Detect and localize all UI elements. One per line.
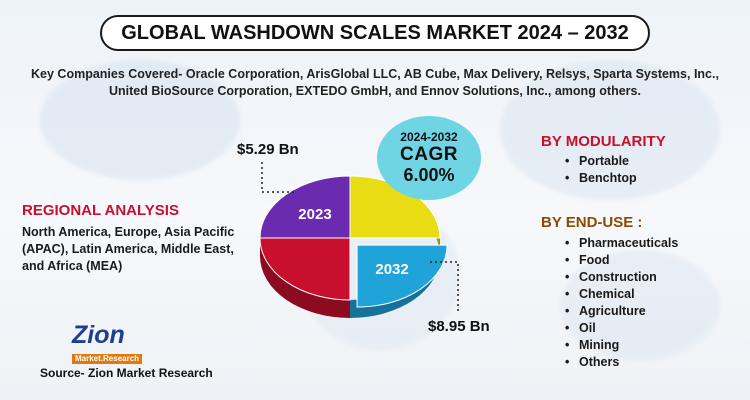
pie-slice-2032 xyxy=(356,244,448,308)
logo-name: Zion xyxy=(72,321,125,349)
cagr-value: 6.00% xyxy=(403,165,455,185)
logo-subtitle: Market.Research xyxy=(72,354,143,364)
list-item: Pharmaceuticals xyxy=(562,235,678,252)
list-item: Mining xyxy=(562,337,678,354)
list-item: Portable xyxy=(562,153,637,170)
regional-analysis-text: North America, Europe, Asia Pacific (APA… xyxy=(22,225,235,273)
end-use-title: BY END-USE : xyxy=(541,214,643,231)
modularity-title: BY MODULARITY xyxy=(541,133,666,150)
world-map-background xyxy=(40,60,240,180)
slice-label-2032: 2032 xyxy=(375,261,408,278)
list-item: Agriculture xyxy=(562,303,678,320)
cagr-label: CAGR xyxy=(400,144,458,165)
leader-line-2032 xyxy=(430,261,459,312)
list-item: Construction xyxy=(562,269,678,286)
value-label-2032: $8.95 Bn xyxy=(428,318,490,335)
list-item: Oil xyxy=(562,320,678,337)
list-item: Food xyxy=(562,252,678,269)
slice-label-2023: 2023 xyxy=(298,206,331,223)
cagr-bubble: 2024-2032 CAGR 6.00% xyxy=(377,116,481,200)
leader-lines xyxy=(261,162,459,312)
list-item: Others xyxy=(562,354,678,371)
cagr-period: 2024-2032 xyxy=(400,130,458,144)
pie-slice-2023 xyxy=(259,175,351,239)
list-item: Chemical xyxy=(562,286,678,303)
key-companies-text: Key Companies Covered- Oracle Corporatio… xyxy=(31,67,719,98)
list-item: Benchtop xyxy=(562,170,637,187)
page-title: GLOBAL WASHDOWN SCALES MARKET 2024 – 203… xyxy=(100,15,650,51)
leader-line-2023 xyxy=(261,162,295,193)
modularity-list: Portable Benchtop xyxy=(562,153,637,187)
value-label-2023: $5.29 Bn xyxy=(237,141,299,158)
zion-logo: Zion Market.Research xyxy=(72,321,162,364)
source-text: Source- Zion Market Research xyxy=(40,366,213,380)
pie-slice xyxy=(259,237,351,301)
regional-analysis-title: REGIONAL ANALYSIS xyxy=(22,202,179,219)
end-use-list: Pharmaceuticals Food Construction Chemic… xyxy=(562,235,678,371)
pie-slice-side xyxy=(260,238,350,318)
